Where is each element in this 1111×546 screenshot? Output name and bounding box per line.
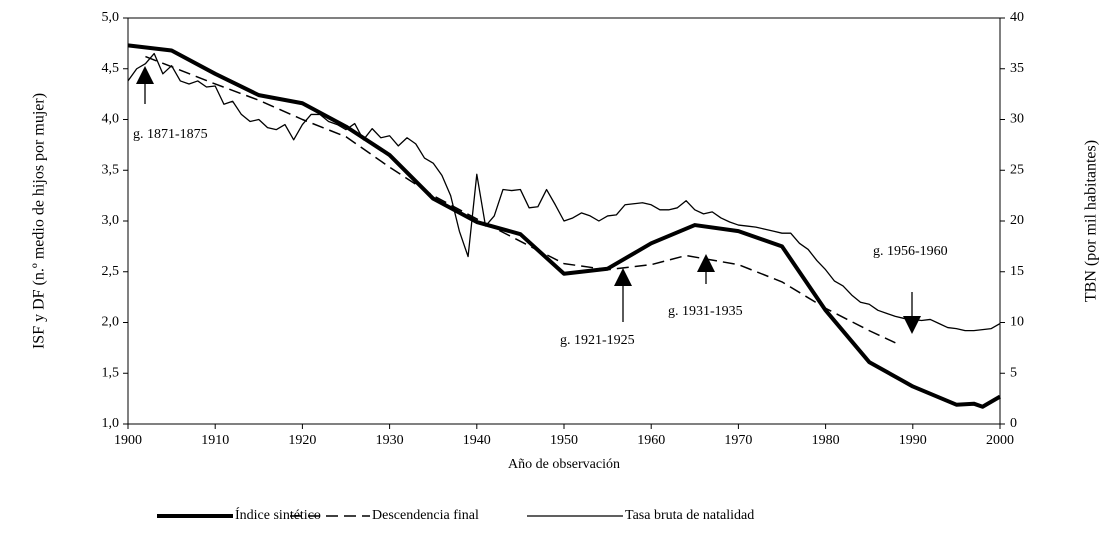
- y2-tick-label: 25: [1010, 162, 1024, 177]
- annotation: g. 1956-1960: [873, 244, 948, 259]
- y2-tick-label: 5: [1010, 365, 1017, 380]
- y2-tick-label: 40: [1010, 10, 1024, 25]
- annotation: g. 1921-1925: [560, 333, 635, 348]
- y2-tick-label: 0: [1010, 416, 1017, 431]
- series-line: [127, 43, 1002, 409]
- x-tick-label: 1950: [550, 433, 578, 448]
- annotation: g. 1871-1875: [133, 127, 208, 142]
- x-tick-label: 2000: [986, 433, 1014, 448]
- y2-tick-label: 30: [1010, 112, 1024, 127]
- arrow-head: [136, 66, 154, 84]
- legend-label: Índice sintético: [235, 506, 321, 523]
- x-axis-title: Año de observación: [508, 457, 620, 472]
- y2-tick-label: 35: [1010, 61, 1024, 76]
- x-tick-label: 1990: [899, 433, 927, 448]
- arrow-head: [614, 268, 632, 286]
- legend-label: Descendencia final: [372, 508, 479, 523]
- y-tick-label: 1,0: [102, 416, 120, 431]
- y-tick-label: 4,0: [102, 112, 120, 127]
- x-tick-label: 1930: [376, 433, 404, 448]
- arrow-head: [697, 254, 715, 272]
- y-tick-label: 1,5: [102, 365, 120, 380]
- y-tick-label: 4,5: [102, 61, 120, 76]
- x-tick-label: 1900: [114, 433, 142, 448]
- y2-tick-label: 20: [1010, 213, 1024, 228]
- y-tick-label: 3,0: [102, 213, 120, 228]
- y-tick-label: 3,5: [102, 162, 120, 177]
- y-tick-label: 5,0: [102, 10, 120, 25]
- x-tick-label: 1980: [812, 433, 840, 448]
- series-line: [127, 52, 1001, 332]
- arrow-head: [903, 316, 921, 334]
- x-tick-label: 1910: [201, 433, 229, 448]
- annotation: g. 1931-1935: [668, 304, 743, 319]
- legend-label: Tasa bruta de natalidad: [625, 508, 754, 523]
- y-tick-label: 2,5: [102, 264, 120, 279]
- y2-tick-label: 10: [1010, 315, 1024, 330]
- series-line: [145, 55, 896, 344]
- y2-tick-label: 15: [1010, 264, 1024, 279]
- y-tick-label: 2,0: [102, 315, 120, 330]
- y2-axis-title: TBN (por mil habitantes): [1083, 140, 1100, 302]
- x-tick-label: 1940: [463, 433, 491, 448]
- x-tick-label: 1970: [724, 433, 752, 448]
- y-axis-title: ISF y DF (n.º medio de hijos por mujer): [31, 93, 48, 349]
- x-tick-label: 1960: [637, 433, 665, 448]
- x-tick-label: 1920: [288, 433, 316, 448]
